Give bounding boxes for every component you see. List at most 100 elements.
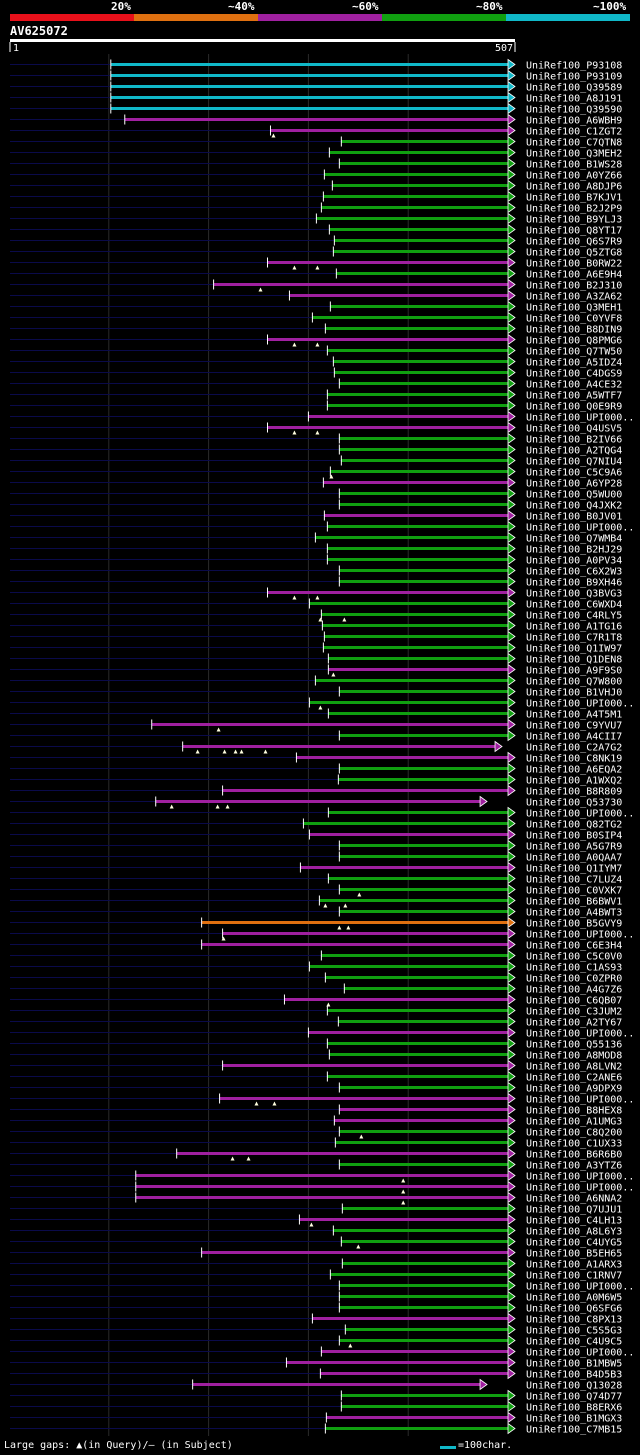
hit-end-arrow [507, 1213, 516, 1226]
hit-end-arrow [507, 564, 516, 577]
hit-bar [334, 371, 509, 374]
hit-bar [135, 1196, 510, 1199]
hit-end-arrow [507, 399, 516, 412]
hit-label: UniRef100_C1UX33 [526, 1139, 622, 1150]
hit-end-arrow [507, 1257, 516, 1270]
hit-bar [267, 591, 509, 594]
hit-label: UniRef100_Q3MEH1 [526, 303, 622, 314]
gap-marker [356, 1244, 361, 1249]
query-ruler [10, 39, 515, 42]
hit-label: UniRef100_A0M6W5 [526, 1293, 622, 1304]
hit-bar [339, 1130, 509, 1133]
legend-label-3: ~60% [352, 0, 379, 13]
hit-label: UniRef100_A8J191 [526, 94, 622, 105]
hit-label: UniRef100_Q1IYM7 [526, 864, 622, 875]
hit-bar [312, 1317, 509, 1320]
scale-label: =100char. [458, 1440, 513, 1451]
hit-end-arrow [479, 795, 488, 808]
hit-label: UniRef100_A6WBH9 [526, 116, 622, 127]
hit-end-arrow [507, 146, 516, 159]
hit-end-arrow [507, 894, 516, 907]
gap-marker [342, 617, 347, 622]
hit-end-arrow [507, 245, 516, 258]
hit-label: UniRef100_B9YLJ3 [526, 215, 622, 226]
hit-end-arrow [507, 674, 516, 687]
hit-bar [327, 1009, 509, 1012]
hit-bar [322, 624, 509, 627]
hit-end-arrow [507, 1334, 516, 1347]
hit-bar [328, 657, 509, 660]
hit-label: UniRef100_P93109 [526, 72, 622, 83]
hit-label: UniRef100_B0JV01 [526, 512, 622, 523]
hit-end-arrow [507, 1202, 516, 1215]
hit-end-arrow [507, 355, 516, 368]
scale-bar [440, 1446, 456, 1449]
hit-end-arrow [507, 135, 516, 148]
hit-end-arrow [507, 278, 516, 291]
hit-label: UniRef100_A9DPX9 [526, 1084, 622, 1095]
hit-label: UniRef100_C4UYG5 [526, 1238, 622, 1249]
hit-bar [328, 877, 509, 880]
hit-end-arrow [507, 1367, 516, 1380]
hit-end-arrow [507, 267, 516, 280]
hit-label: UniRef100_B5EH65 [526, 1249, 622, 1260]
hit-label: UniRef100_C4DGS9 [526, 369, 622, 380]
hit-bar [328, 668, 509, 671]
hit-bar [182, 745, 497, 748]
hit-label: UniRef100_UPI000.. [526, 1348, 634, 1359]
hit-end-arrow [507, 344, 516, 357]
hit-label: UniRef100_B7KJV1 [526, 193, 622, 204]
hit-bar [303, 822, 509, 825]
hit-end-arrow [507, 1224, 516, 1237]
hit-label: UniRef100_Q7W800 [526, 677, 622, 688]
gap-marker [254, 1101, 259, 1106]
hit-bar [342, 1207, 509, 1210]
hit-label: UniRef100_B2HJ29 [526, 545, 622, 556]
hit-label: UniRef100_B8DIN9 [526, 325, 622, 336]
hit-label: UniRef100_C7MB15 [526, 1425, 622, 1436]
hit-label: UniRef100_C2ANE6 [526, 1073, 622, 1084]
hit-label: UniRef100_A8MOD8 [526, 1051, 622, 1062]
hit-label: UniRef100_Q4USV5 [526, 424, 622, 435]
hit-end-arrow [507, 157, 516, 170]
hit-label: UniRef100_C8PX13 [526, 1315, 622, 1326]
hit-end-arrow [507, 927, 516, 940]
hit-bar [339, 162, 509, 165]
hit-end-arrow [507, 586, 516, 599]
legend-swatch-1 [10, 14, 134, 21]
hit-bar [326, 1416, 509, 1419]
hit-bar [110, 96, 510, 99]
legend-label-4: ~80% [476, 0, 503, 13]
hit-bar [110, 63, 510, 66]
hit-label: UniRef100_B1MBW5 [526, 1359, 622, 1370]
hit-end-arrow [507, 883, 516, 896]
query-accession: AV625072 [10, 24, 68, 38]
hit-end-arrow [507, 641, 516, 654]
gap-marker [263, 749, 268, 754]
hit-end-arrow [507, 223, 516, 236]
hit-bar [135, 1174, 510, 1177]
hit-label: UniRef100_C9YVU7 [526, 721, 622, 732]
hit-label: UniRef100_C5C9A6 [526, 468, 622, 479]
gap-marker [292, 595, 297, 600]
hit-end-arrow [507, 1301, 516, 1314]
hit-end-arrow [507, 410, 516, 423]
hit-bar [151, 723, 509, 726]
hit-end-arrow [507, 201, 516, 214]
hit-label: UniRef100_Q82TG2 [526, 820, 622, 831]
hit-bar [296, 756, 509, 759]
hit-label: UniRef100_UPI000.. [526, 1172, 634, 1183]
gap-marker [343, 903, 348, 908]
hit-bar [333, 250, 509, 253]
hit-end-arrow [507, 1004, 516, 1017]
hit-end-arrow [507, 465, 516, 478]
hit-bar [176, 1152, 509, 1155]
hit-bar [339, 437, 509, 440]
hit-bar [338, 1020, 509, 1023]
hit-end-arrow [507, 971, 516, 984]
hit-label: UniRef100_B8ERX6 [526, 1403, 622, 1414]
hit-label: UniRef100_Q53730 [526, 798, 622, 809]
hit-bar [334, 1119, 509, 1122]
hit-end-arrow [507, 1422, 516, 1435]
gap-marker [401, 1178, 406, 1183]
